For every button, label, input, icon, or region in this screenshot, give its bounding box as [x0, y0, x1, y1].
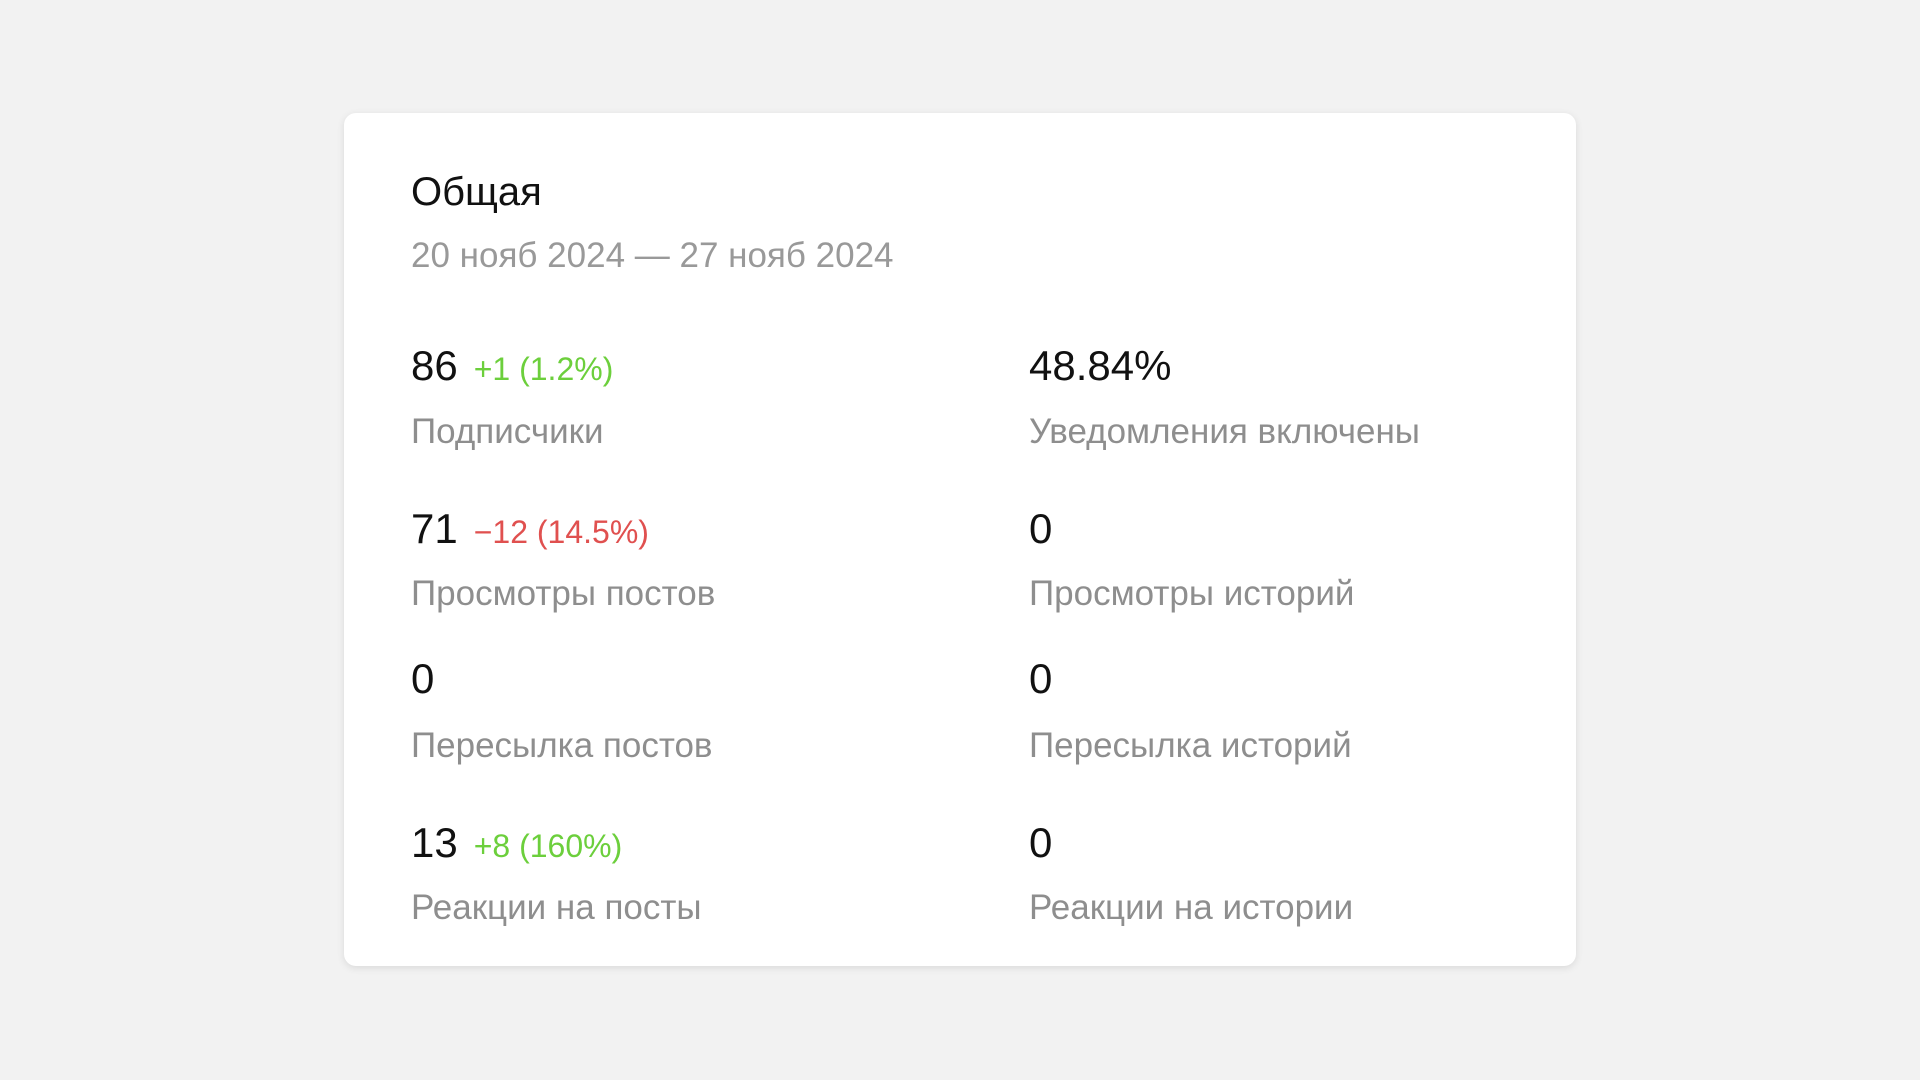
- stat-label: Просмотры постов: [411, 574, 716, 613]
- stat-value: 86: [411, 342, 458, 389]
- stat-label: Уведомления включены: [1029, 412, 1420, 451]
- stat-value: 13: [411, 819, 458, 866]
- stat-value: 0: [1029, 819, 1053, 866]
- stat-label: Пересылка постов: [411, 726, 713, 765]
- stat-value-row: 86 +1 (1.2%): [411, 345, 613, 387]
- stat-value-row: 13 +8 (160%): [411, 822, 622, 864]
- stat-delta: −12 (14.5%): [473, 514, 649, 550]
- stat-value: 71: [411, 505, 458, 552]
- stat-value-row: 0: [1029, 658, 1052, 700]
- date-range: 20 нояб 2024 — 27 нояб 2024: [411, 236, 894, 275]
- stat-value: 0: [411, 655, 435, 702]
- stat-label: Реакции на посты: [411, 888, 702, 927]
- stat-value-row: 0: [411, 658, 434, 700]
- stat-value: 0: [1029, 655, 1053, 702]
- stat-label: Просмотры историй: [1029, 574, 1355, 613]
- stat-value-row: 48.84%: [1029, 345, 1171, 387]
- stat-label: Реакции на истории: [1029, 888, 1354, 927]
- card-title: Общая: [411, 170, 542, 214]
- stat-delta: +8 (160%): [473, 828, 623, 864]
- stat-label: Подписчики: [411, 412, 604, 451]
- stat-delta: +1 (1.2%): [473, 351, 614, 387]
- stat-label: Пересылка историй: [1029, 726, 1352, 765]
- overview-card: Общая 20 нояб 2024 — 27 нояб 2024 86 +1 (…: [344, 113, 1576, 966]
- stat-value-row: 71 −12 (14.5%): [411, 508, 649, 550]
- stat-value: 0: [1029, 505, 1053, 552]
- stat-value: 48.84%: [1029, 342, 1172, 389]
- stat-value-row: 0: [1029, 508, 1052, 550]
- stat-value-row: 0: [1029, 822, 1052, 864]
